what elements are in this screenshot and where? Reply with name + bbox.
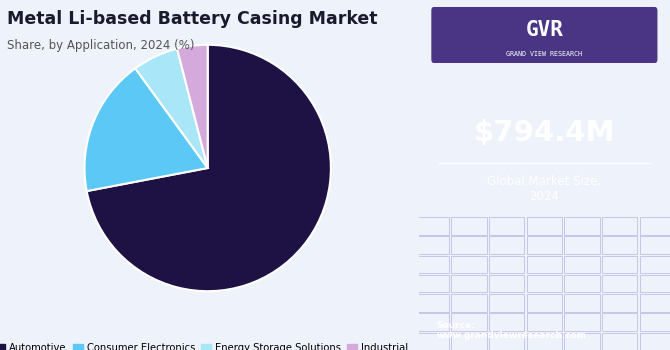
Text: Global Market Size,
2024: Global Market Size, 2024 bbox=[487, 175, 602, 203]
Text: Source:
www.grandviewresearch.com: Source: www.grandviewresearch.com bbox=[436, 321, 586, 341]
FancyBboxPatch shape bbox=[431, 7, 657, 63]
Text: GVR: GVR bbox=[525, 20, 563, 40]
Text: GRAND VIEW RESEARCH: GRAND VIEW RESEARCH bbox=[507, 51, 582, 57]
Wedge shape bbox=[86, 45, 331, 291]
Wedge shape bbox=[84, 68, 208, 191]
Wedge shape bbox=[135, 49, 208, 168]
Legend: Automotive, Consumer Electronics, Energy Storage Solutions, Industrial: Automotive, Consumer Electronics, Energy… bbox=[0, 339, 412, 350]
Text: Metal Li-based Battery Casing Market: Metal Li-based Battery Casing Market bbox=[7, 10, 377, 28]
Text: $794.4M: $794.4M bbox=[474, 119, 615, 147]
Text: Share, by Application, 2024 (%): Share, by Application, 2024 (%) bbox=[7, 39, 194, 52]
Wedge shape bbox=[177, 45, 208, 168]
